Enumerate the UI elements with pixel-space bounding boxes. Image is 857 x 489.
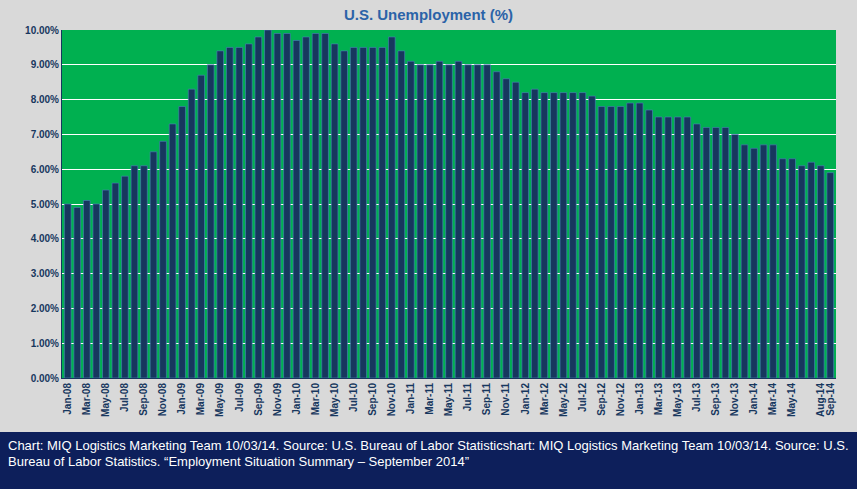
svg-text:Jan-14: Jan-14	[748, 383, 759, 415]
svg-text:Mar-12: Mar-12	[539, 383, 550, 416]
svg-text:Jul-09: Jul-09	[234, 383, 245, 412]
svg-text:Sep-09: Sep-09	[253, 383, 264, 416]
svg-text:Nov-12: Nov-12	[615, 383, 626, 417]
svg-text:Jan-12: Jan-12	[520, 383, 531, 415]
svg-text:9.00%: 9.00%	[31, 59, 59, 70]
svg-text:2.00%: 2.00%	[31, 303, 59, 314]
svg-text:Aug-14: Aug-14	[815, 383, 826, 417]
html-text:Chart: MIQ Logistics Marketing: Chart: MIQ Logistics Marketing Team 10/0…	[8, 438, 849, 469]
svg-text:Nov-13: Nov-13	[729, 383, 740, 417]
svg-text:Jan-11: Jan-11	[405, 383, 416, 415]
svg-text:May-14: May-14	[786, 383, 797, 417]
svg-text:5.00%: 5.00%	[31, 199, 59, 210]
svg-text:Sep-12: Sep-12	[596, 383, 607, 416]
svg-text:6.00%: 6.00%	[31, 164, 59, 175]
svg-text:Mar-14: Mar-14	[767, 383, 778, 416]
svg-text:May-08: May-08	[100, 383, 111, 417]
svg-text:3.00%: 3.00%	[31, 268, 59, 279]
svg-text:Sep-11: Sep-11	[481, 383, 492, 416]
svg-text:Mar-13: Mar-13	[653, 383, 664, 416]
svg-text:Nov-11: Nov-11	[500, 383, 511, 416]
svg-text:8.00%: 8.00%	[31, 94, 59, 105]
svg-text:4.00%: 4.00%	[31, 233, 59, 244]
svg-text:May-10: May-10	[329, 383, 340, 417]
svg-text:Jan-08: Jan-08	[62, 383, 73, 415]
svg-text:May-13: May-13	[672, 383, 683, 417]
svg-text:7.00%: 7.00%	[31, 129, 59, 140]
svg-text:Mar-09: Mar-09	[195, 383, 206, 416]
svg-text:Jan-10: Jan-10	[291, 383, 302, 415]
svg-text:Nov-09: Nov-09	[272, 383, 283, 417]
svg-text:Sep-10: Sep-10	[367, 383, 378, 416]
svg-text:Sep-14: Sep-14	[825, 383, 836, 416]
svg-text:Nov-10: Nov-10	[386, 383, 397, 417]
svg-text:Jul-10: Jul-10	[348, 383, 359, 412]
svg-text:Jan-09: Jan-09	[176, 383, 187, 415]
svg-text:Sep-13: Sep-13	[710, 383, 721, 416]
svg-text:10.00%: 10.00%	[25, 25, 59, 36]
svg-text:Jul-08: Jul-08	[119, 383, 130, 412]
svg-text:Mar-11: Mar-11	[424, 383, 435, 415]
svg-text:Mar-10: Mar-10	[310, 383, 321, 416]
svg-text:Mar-08: Mar-08	[81, 383, 92, 416]
svg-text:Jul-12: Jul-12	[577, 383, 588, 412]
svg-text:1.00%: 1.00%	[31, 338, 59, 349]
svg-text:May-09: May-09	[214, 383, 225, 417]
svg-text:Sep-08: Sep-08	[138, 383, 149, 416]
svg-text:0.00%: 0.00%	[31, 373, 59, 384]
svg-text:Jul-13: Jul-13	[691, 383, 702, 412]
svg-text:Jan-13: Jan-13	[634, 383, 645, 415]
svg-text:U.S. Unemployment (%): U.S. Unemployment (%)	[344, 6, 513, 23]
svg-text:Jul-11: Jul-11	[462, 383, 473, 412]
svg-text:Nov-08: Nov-08	[157, 383, 168, 417]
svg-text:May-12: May-12	[558, 383, 569, 417]
svg-text:May-11: May-11	[443, 383, 454, 417]
